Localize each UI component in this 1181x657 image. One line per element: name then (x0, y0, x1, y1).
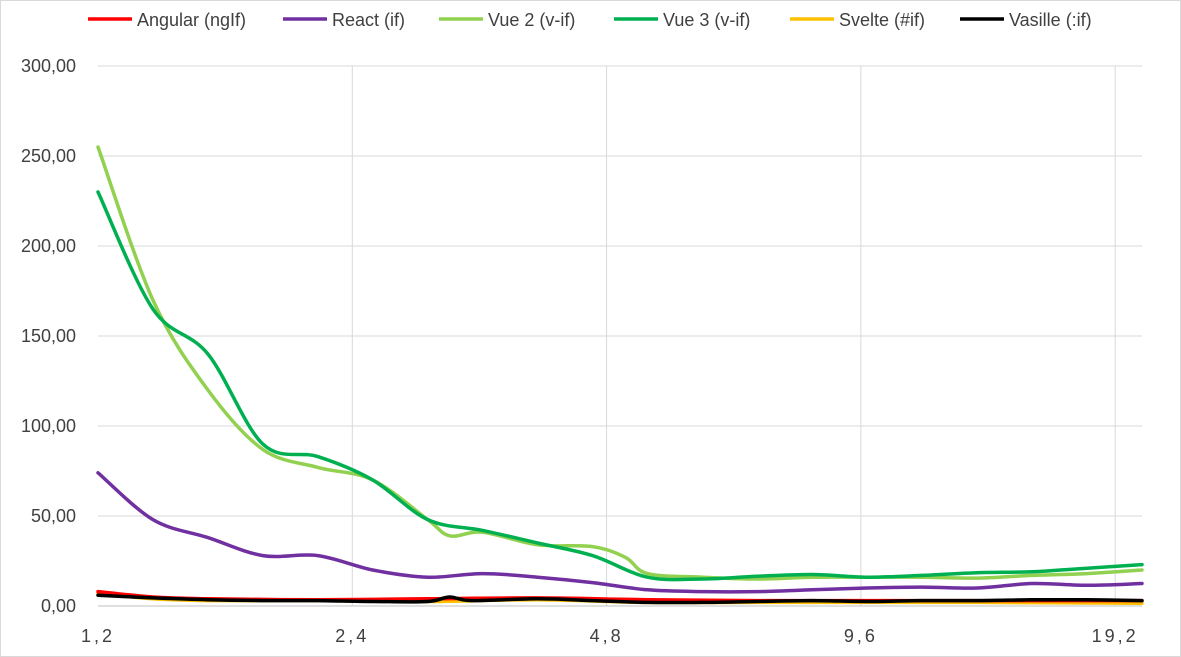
y-tick-label: 300,00 (21, 56, 76, 76)
series-line-vue-2-v-if (96, 145, 1144, 581)
y-tick-label: 50,00 (31, 506, 76, 526)
legend-label-vue-2-v-if: Vue 2 (v-if) (488, 10, 575, 30)
y-tick-label: 150,00 (21, 326, 76, 346)
legend-label-react-if: React (if) (332, 10, 405, 30)
x-tick-label: 1,2 (81, 626, 115, 646)
y-tick-label: 250,00 (21, 146, 76, 166)
series-lines (96, 145, 1144, 606)
legend-label-vue-3-v-if: Vue 3 (v-if) (663, 10, 750, 30)
y-tick-label: 200,00 (21, 236, 76, 256)
gridlines (98, 65, 1142, 606)
x-tick-label: 19,2 (1092, 626, 1139, 646)
legend: Angular (ngIf) React (if) Vue 2 (v-if) Vue … (88, 10, 1092, 30)
y-tick-label: 0,00 (41, 596, 76, 616)
legend-label-svelte-if: Svelte (#if) (839, 10, 925, 30)
legend-label-angular-ngif: Angular (ngIf) (137, 10, 246, 30)
x-tick-label: 4,8 (590, 626, 624, 646)
legend-label-vasille-if: Vasille (:if) (1009, 10, 1092, 30)
axes: 0,00 50,00 100,00 150,00 200,00 250,00 300,00 1… (21, 56, 1142, 646)
series-line-vue-3-v-if (96, 190, 1144, 582)
series-line-vasille-if (96, 593, 1144, 605)
x-tick-label: 2,4 (335, 626, 369, 646)
series-line-react-if (96, 471, 1144, 594)
x-tick-label: 9,6 (844, 626, 878, 646)
y-tick-label: 100,00 (21, 416, 76, 436)
